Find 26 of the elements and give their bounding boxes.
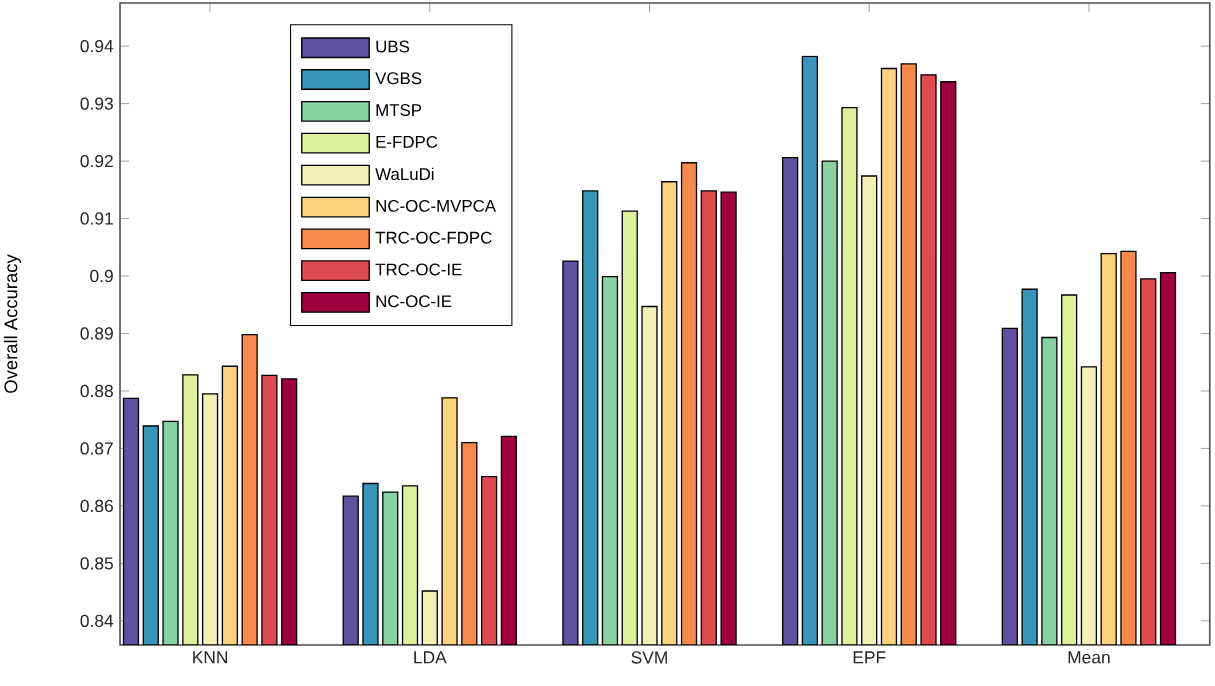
legend-label: WaLuDi [375,167,434,181]
y-axis-title: Overall Accuracy [3,254,22,393]
y-tick-label: 0.84 [80,614,114,627]
legend-label: TRC-OC-IE [375,263,462,276]
y-tick-label: 0.85 [80,557,113,570]
y-tick-label: 0.94 [80,39,114,53]
legend-label: TRC-OC-FDPC [375,231,492,244]
legend-label: VGBS [375,72,422,85]
y-tick-label: 0.93 [80,97,113,110]
legend-label: NC-OC-IE [376,295,452,308]
y-tick-label: 0.89 [80,327,113,340]
legend-label: MTSP [376,104,422,117]
x-tick-label: KNN [193,651,228,664]
x-tick-label: LDA [414,651,447,664]
y-tick-label: 0.92 [80,154,113,168]
legend-label: E-FDPC [376,135,438,148]
x-tick-label: SVM [631,651,667,664]
y-tick-label: 0.91 [80,212,113,225]
y-tick-label: 0.9 [90,269,113,283]
x-tick-label: EPF [853,651,886,664]
y-tick-label: 0.88 [80,384,113,398]
legend-label: NC-OC-MVPCA [376,199,497,212]
y-tick-label: 0.86 [80,499,113,513]
y-tick-label: 0.87 [80,442,113,455]
legend-label: UBS [376,40,410,53]
x-tick-label: Mean [1068,651,1110,664]
